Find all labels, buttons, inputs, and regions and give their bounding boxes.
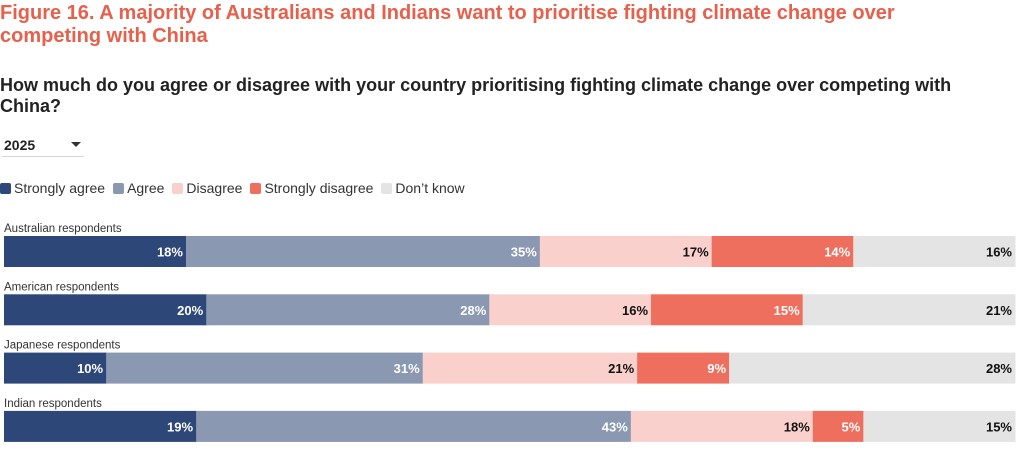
data-label: 15%: [774, 303, 800, 318]
data-label: 35%: [511, 245, 537, 260]
data-label: 20%: [177, 303, 203, 318]
bar-segment[interactable]: [630, 410, 814, 442]
legend-swatch: [0, 182, 11, 194]
bar-segment[interactable]: [711, 236, 854, 267]
bar-segment[interactable]: [812, 410, 864, 442]
legend-swatch: [250, 182, 262, 194]
data-label: 31%: [394, 361, 420, 376]
data-label: 10%: [77, 361, 103, 376]
bar-segment[interactable]: [729, 352, 1016, 384]
bar-segment[interactable]: [185, 236, 541, 267]
bar-segment[interactable]: [651, 294, 804, 326]
legend-item[interactable]: Strongly agree: [0, 180, 105, 196]
year-dropdown[interactable]: 2025: [2, 133, 84, 157]
year-dropdown-value: 2025: [4, 137, 36, 153]
legend-label: Disagree: [186, 180, 243, 196]
data-label: 28%: [460, 303, 486, 318]
data-label: 18%: [784, 419, 810, 434]
bar-segment[interactable]: [4, 410, 197, 442]
category-label: American respondents: [4, 281, 119, 293]
bar-segment[interactable]: [853, 236, 1016, 267]
legend-item[interactable]: Strongly disagree: [250, 180, 373, 196]
bar-segment[interactable]: [206, 294, 490, 326]
bar-segment[interactable]: [4, 352, 107, 384]
bar-segment[interactable]: [106, 352, 424, 384]
legend-label: Strongly disagree: [264, 180, 374, 196]
bar-segment[interactable]: [422, 352, 638, 384]
legend-label: Agree: [127, 180, 165, 196]
data-label: 21%: [986, 303, 1012, 318]
data-label: 15%: [986, 419, 1012, 434]
data-label: 21%: [608, 361, 634, 376]
legend-item[interactable]: Agree: [113, 180, 164, 196]
legend-item[interactable]: Disagree: [172, 180, 242, 196]
bar-segment[interactable]: [196, 410, 632, 442]
data-label: 16%: [986, 245, 1012, 260]
legend-label: Strongly agree: [14, 180, 106, 196]
category-label: Indian respondents: [4, 398, 102, 410]
chevron-down-icon: [71, 142, 81, 147]
data-label: 43%: [602, 419, 628, 434]
data-label: 19%: [167, 419, 193, 434]
stacked-bar-chart: Australian respondents 18% 35% 17% 14% 16% Ame…: [4, 223, 1016, 442]
category-label: Australian respondents: [4, 223, 122, 235]
bar-segment[interactable]: [539, 236, 713, 267]
legend: Strongly agree Agree Disagree Strongly disa…: [0, 180, 473, 196]
bar-segment[interactable]: [4, 236, 187, 267]
legend-swatch: [113, 182, 125, 194]
data-label: 14%: [824, 245, 850, 260]
legend-label: Don’t know: [395, 180, 465, 196]
bar-segment[interactable]: [4, 294, 207, 326]
figure-title: Figure 16. A majority of Australians and…: [0, 2, 895, 47]
data-label: 5%: [842, 419, 861, 434]
data-label: 9%: [707, 361, 726, 376]
question-heading: How much do you agree or disagree with y…: [0, 75, 952, 116]
data-label: 16%: [622, 303, 648, 318]
legend-swatch: [172, 182, 184, 194]
category-label: Japanese respondents: [4, 340, 121, 352]
legend-item[interactable]: Don’t know: [381, 180, 465, 196]
data-label: 18%: [157, 245, 183, 260]
data-label: 17%: [683, 245, 709, 260]
data-label: 28%: [986, 361, 1012, 376]
bar-segment[interactable]: [863, 410, 1016, 442]
bar-segment[interactable]: [489, 294, 652, 326]
bar-segment[interactable]: [802, 294, 1016, 326]
legend-swatch: [381, 182, 393, 194]
bar-segment[interactable]: [637, 352, 730, 384]
